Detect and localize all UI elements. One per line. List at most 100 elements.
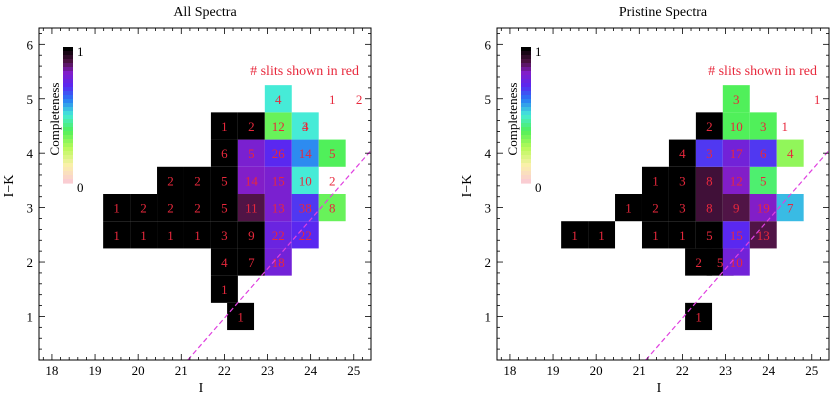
colorbar-segment [521,131,531,136]
colorbar-segment [63,139,73,144]
x-tick-label: 21 [175,363,188,378]
colorbar-segment [521,139,531,144]
slits-annotation: # slits shown in red [250,64,359,79]
colorbar-segment [63,91,73,96]
colorbar-segment [63,119,73,124]
slit-count-label: 4 [221,255,228,270]
slit-count-label: 2 [167,201,174,216]
colorbar-label: Completeness [47,83,62,156]
heatmap-cell [183,194,211,222]
slit-count-label: 2 [695,255,702,270]
heatmap-cell [685,302,713,331]
x-tick-label: 24 [304,363,318,378]
slit-count-label: 1 [113,201,120,216]
slit-count-label: 5 [248,146,255,161]
heatmap-cells [103,85,346,331]
colorbar-segment [63,175,73,180]
colorbar-segment [63,179,73,184]
slit-count-label: 4 [302,119,309,134]
slit-count-label: 1 [221,282,228,297]
slit-count-label: 8 [329,201,336,216]
heatmap-cells [561,85,804,331]
y-tick-label: 1 [27,309,34,324]
colorbar-segment [521,47,531,52]
slit-count-label: 9 [733,201,740,216]
heatmap-cell [776,139,804,167]
heatmap-cell [668,139,696,167]
chart-title: Pristine Spectra [619,5,708,20]
heatmap-cell [130,194,158,222]
heatmap-cell [291,112,319,140]
heatmap-cell [157,194,184,222]
slit-count-label: 3 [679,201,686,216]
heatmap-cell [722,112,750,140]
slit-count-label: 14 [299,146,313,161]
heatmap-cell [237,112,265,140]
y-tick-label: 5 [485,92,492,107]
y-tick-label: 4 [27,146,34,161]
colorbar-segment [521,103,531,108]
colorbar-segment [63,59,73,64]
heatmap-cell [668,221,696,249]
colorbar-segment [63,111,73,116]
y-tick-label: 3 [485,201,492,216]
slit-count-label: 2 [652,201,659,216]
x-tick-label: 20 [132,363,145,378]
colorbar-segment [521,151,531,156]
heatmap-cell [588,221,616,249]
colorbar-segment [63,131,73,136]
colorbar-segment [63,79,73,84]
slit-count-label: 26 [272,146,286,161]
slit-count-labels: 114 7 181 1 1 1 3 9 22 221 2 2 2 5 11 13 38 82 2 5 14 15 106 5 2… [113,92,362,325]
heatmap-cell [318,194,346,222]
heatmap-cell [722,85,750,113]
slit-count-label: 1 [140,228,147,243]
slit-count-label: 8 [706,201,713,216]
slit-count-label: 3 [760,119,767,134]
slit-count-labels: 12 5 101 1 1 1 5 15 131 2 3 8 9 19 71 3 8 12 54 3 17 6 42 10 331… [571,92,820,325]
colorbar-segment [521,55,531,60]
heatmap-cell [183,166,211,194]
y-tick-label: 6 [27,37,34,52]
colorbar-segment [521,59,531,64]
slit-count-label: 2 [248,119,255,134]
y-axis-label: I−K [460,175,475,198]
slit-count-label: 3 [221,228,228,243]
x-tick-label: 22 [676,363,689,378]
heatmap-cell [641,194,669,222]
slit-count-label: 1 [652,173,659,188]
slit-count-label: 12 [272,119,285,134]
heatmap-cell [210,275,238,303]
colorbar-segment [63,123,73,128]
slit-count-label: 1 [598,228,605,243]
heatmap-cell [291,139,319,167]
slit-count-label: 17 [730,146,744,161]
slit-count-label: 8 [706,173,713,188]
y-axis-label: I−K [2,175,17,198]
heatmap-cell [264,248,292,276]
colorbar-segment [63,151,73,156]
slit-count-label: 18 [272,255,285,270]
slit-count-label: 10 [299,173,312,188]
colorbar-segment [521,171,531,176]
x-tick-label: 18 [503,363,516,378]
colorbar-label: Completeness [505,83,520,156]
slit-count-label: 2 [167,173,174,188]
heatmap-cell [695,194,723,222]
heatmap-cell [210,166,238,194]
colorbar-segment [63,115,73,120]
colorbar-segment [521,147,531,152]
heatmap-cell [722,166,750,194]
x-tick-label: 24 [762,363,776,378]
heatmap-cell [749,194,777,222]
colorbar-segment [521,107,531,112]
heatmap-cell [668,166,696,194]
colorbar-segment [521,163,531,168]
slit-count-label: 4 [787,146,794,161]
colorbar-min-label: 0 [77,180,84,195]
colorbar-segment [63,171,73,176]
colorbar-segment [63,143,73,148]
slit-count-label: 15 [730,228,743,243]
colorbar-segment [63,87,73,92]
